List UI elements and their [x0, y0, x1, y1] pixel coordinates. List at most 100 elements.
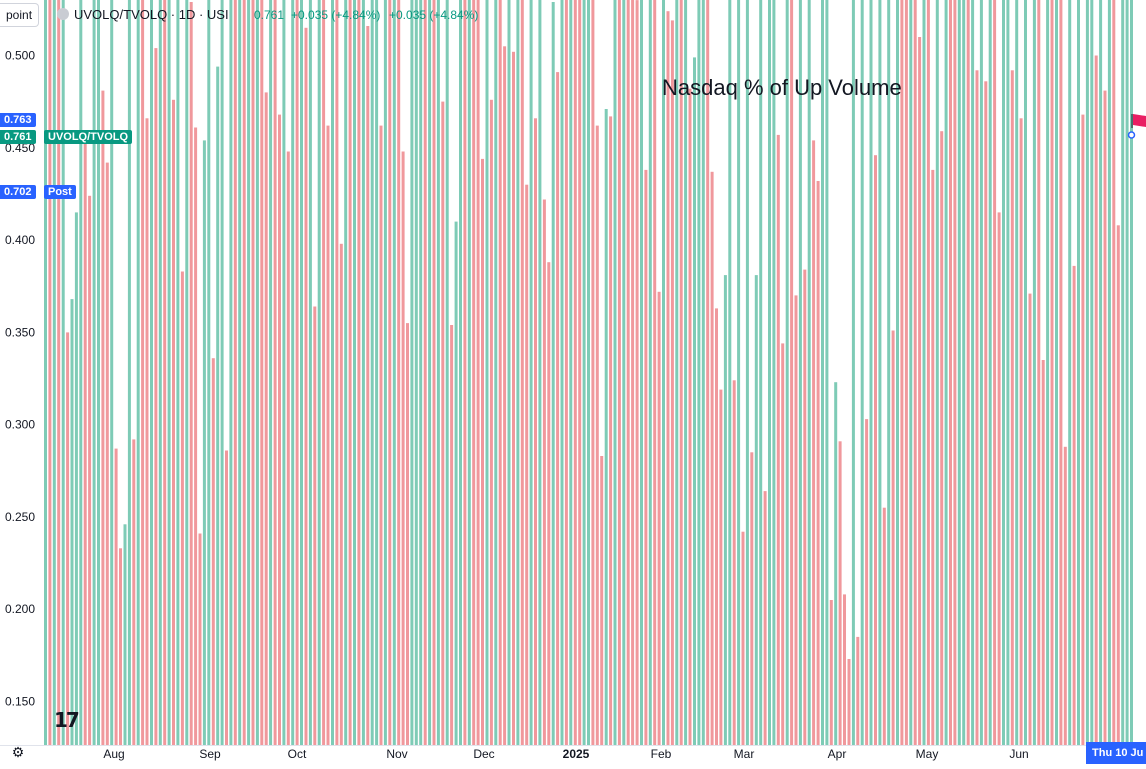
chart-header: point UVOLQ/TVOLQ · 1D · USI 0.761 +0.03…	[0, 0, 1146, 28]
bar	[512, 51, 515, 746]
bar	[308, 0, 312, 745]
bar	[123, 524, 127, 745]
x-tick-label: Mar	[734, 747, 755, 761]
bar	[383, 0, 387, 745]
bar	[467, 0, 471, 745]
bar	[185, 0, 189, 746]
bar	[754, 275, 758, 745]
bar	[1041, 360, 1045, 745]
bar	[379, 125, 383, 746]
bar	[101, 90, 105, 746]
bar	[829, 600, 833, 745]
bar	[971, 0, 975, 745]
bar	[375, 0, 379, 746]
x-tick-label: Nov	[386, 747, 407, 761]
bar	[587, 0, 590, 745]
bar	[644, 169, 648, 745]
bar	[145, 118, 149, 746]
last-point-marker	[1127, 131, 1136, 139]
bar	[635, 0, 639, 746]
bar	[772, 0, 776, 746]
y-tick-label: 0.250	[5, 510, 35, 524]
bar	[326, 125, 330, 746]
bar	[498, 0, 502, 746]
bar	[1085, 0, 1089, 745]
bar	[132, 439, 136, 745]
bar	[52, 0, 56, 746]
bar	[251, 0, 255, 746]
bar	[551, 2, 555, 745]
bar	[953, 0, 957, 745]
bar	[154, 48, 158, 746]
bar	[856, 636, 860, 745]
bar	[790, 0, 794, 745]
bar	[882, 507, 886, 745]
logo-text: 17	[54, 708, 80, 732]
bar	[931, 169, 935, 745]
bar	[723, 275, 727, 745]
bar	[127, 0, 131, 745]
bar	[865, 419, 869, 745]
bar	[1068, 0, 1072, 745]
bar	[768, 0, 771, 746]
bar	[715, 308, 718, 745]
bar	[313, 306, 317, 745]
bar	[582, 0, 586, 745]
bar	[255, 0, 259, 745]
bar	[472, 0, 476, 745]
y-tick-label: 0.500	[5, 49, 35, 63]
bar	[220, 0, 224, 746]
bar	[476, 0, 480, 745]
bar	[745, 0, 749, 745]
bar	[92, 0, 96, 745]
bar	[44, 0, 47, 745]
bar	[74, 212, 78, 745]
bar	[525, 184, 529, 745]
bar	[441, 101, 445, 746]
x-tick-label: Jun	[1009, 747, 1028, 761]
bar	[591, 0, 595, 746]
bar	[180, 271, 184, 745]
bar	[666, 11, 670, 745]
bar	[542, 199, 546, 745]
gear-icon[interactable]: ⚙	[11, 744, 25, 760]
bar	[613, 0, 617, 746]
bar	[706, 0, 710, 746]
bar	[622, 0, 626, 746]
bar	[392, 0, 396, 746]
bar	[260, 0, 264, 746]
mode-button[interactable]: point	[0, 3, 40, 27]
bar	[984, 81, 988, 746]
bar	[1072, 265, 1076, 745]
bar	[988, 0, 992, 745]
bar	[485, 0, 489, 746]
bar	[207, 0, 211, 745]
bar	[189, 2, 193, 745]
bar	[670, 20, 674, 745]
bar	[114, 448, 118, 745]
flag-icon	[1133, 114, 1146, 127]
x-tick-label: Apr	[828, 747, 847, 761]
bar	[737, 0, 741, 745]
tradingview-logo[interactable]: 17	[54, 708, 80, 732]
bar	[595, 125, 599, 746]
bar	[935, 0, 939, 745]
bar	[834, 382, 838, 745]
bar	[626, 0, 630, 746]
symbol-status-icon[interactable]	[57, 8, 69, 20]
bar	[1099, 0, 1103, 746]
bar	[489, 99, 493, 746]
bar	[397, 0, 401, 745]
x-tick-label: May	[916, 747, 939, 761]
bar	[406, 323, 409, 745]
bar	[1090, 0, 1094, 745]
bar	[564, 0, 568, 746]
bar	[701, 0, 705, 746]
bar	[216, 66, 220, 746]
bar	[242, 0, 246, 745]
symbol-title[interactable]: UVOLQ/TVOLQ · 1D · USI	[74, 7, 229, 22]
bar	[1094, 55, 1098, 745]
bar	[869, 0, 873, 746]
x-tick-label: Sep	[199, 747, 221, 761]
